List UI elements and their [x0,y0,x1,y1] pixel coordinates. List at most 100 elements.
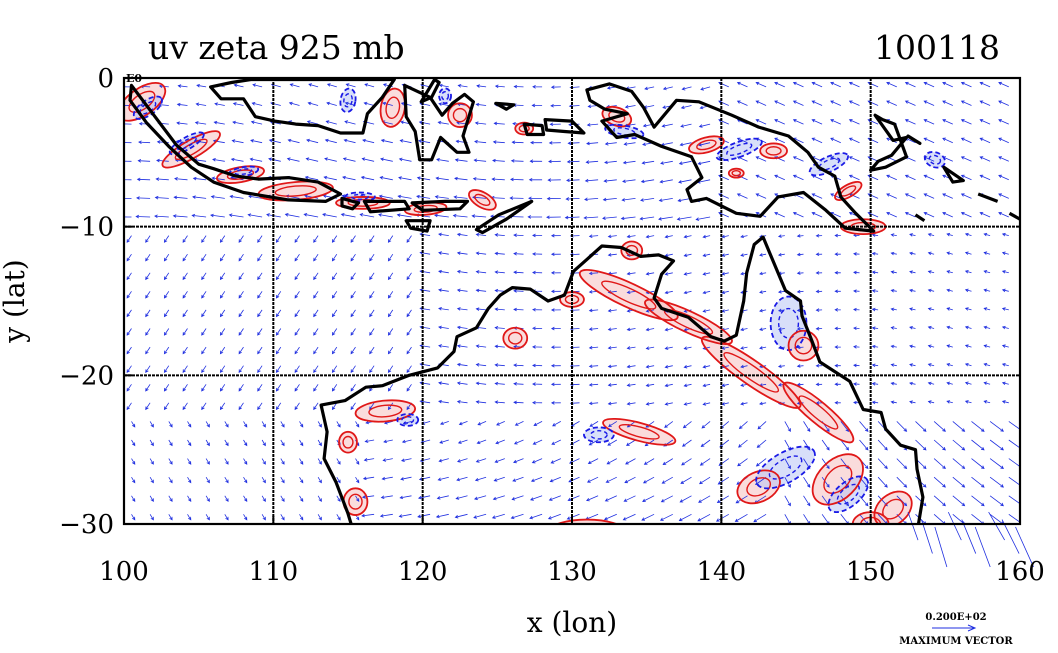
wind-vector-1065 [946,251,953,255]
wind-vector-409 [438,102,449,106]
wind-vector-968 [871,233,879,237]
wind-vector-897 [815,252,823,257]
wind-vector-1057 [942,100,953,106]
wind-vector-721 [680,105,692,110]
wind-vector-686 [645,346,655,350]
wind-vector-229 [294,328,300,336]
wind-vector-28 [137,159,151,163]
wind-vector-747 [698,142,711,147]
wind-vector-1102 [971,495,985,507]
wind-vector-185 [257,402,263,411]
wind-vector-827 [759,290,767,294]
wind-vector-1008 [904,81,916,88]
wind-vector-829 [759,327,767,331]
wind-vector-798 [736,193,748,199]
wind-vector-333 [362,476,375,481]
wind-vector-254 [313,346,319,355]
wind-vector-618 [589,421,599,427]
wind-vector-468 [475,307,487,311]
wind-vector-663 [626,364,636,369]
wind-vector-169 [251,102,263,106]
wind-vector-31 [135,214,151,219]
wind-vector-282 [336,421,341,428]
wind-vector-355 [383,439,393,444]
wind-vector-839 [753,513,767,523]
wind-vector-122 [213,120,225,125]
wind-vector-863 [784,514,791,524]
wind-vector-148 [230,157,244,162]
wind-vector-633 [607,253,617,257]
wind-vector-142 [224,495,229,503]
wind-vector-143 [224,514,229,521]
wind-vector-607 [583,216,599,220]
wind-vector-1148 [1008,458,1020,469]
wind-vector-386 [418,120,431,125]
vorticity-contour-outer-8 [344,191,376,203]
wind-vector-597 [568,476,580,483]
wind-vector-292 [342,157,356,162]
wind-vector-862 [784,495,791,507]
wind-vector-367 [396,213,412,218]
vorticity-fills [124,82,946,524]
wind-vector-1035 [923,137,935,144]
wind-vector-516 [513,307,524,312]
wind-vector-345 [387,253,394,262]
wind-vector-46 [149,495,154,503]
wind-vector-240 [308,83,319,88]
wind-vector-233 [294,402,300,411]
wind-vector-1043 [927,288,935,293]
wind-vector-702 [658,198,673,202]
wind-vector-805 [740,327,748,332]
wind-vector-1025 [909,400,916,404]
wind-vector-1109 [979,174,991,181]
wind-vector-855 [777,364,785,368]
wind-vector-756 [702,309,711,313]
wind-vector-1096 [964,381,972,385]
wind-vector-558 [546,196,561,201]
wind-vector-21 [131,476,136,484]
wind-vector-619 [588,439,599,446]
outflow-vector-5 [974,526,991,568]
wind-vector-242 [306,120,319,125]
wind-vector-2 [124,123,132,125]
wind-vector-1038 [923,193,935,199]
wind-vector-707 [664,290,673,295]
wind-vector-620 [587,458,599,464]
wind-vector-412 [436,158,449,162]
wind-vector-455 [454,513,468,519]
wind-vector-532 [529,159,543,163]
vorticity-contour-outer-36 [396,413,420,427]
wind-vector-927 [834,363,841,368]
plot-area [124,78,1020,524]
wind-vector-872 [796,234,804,238]
vorticity-contour-outer-46 [555,518,619,524]
wind-vector-920 [834,233,841,238]
wind-vector-53 [155,177,169,181]
wind-vector-951 [853,363,860,368]
wind-vector-818 [755,119,767,125]
wind-vector-467 [475,288,487,293]
wind-vector-105 [201,253,207,262]
vorticity-contour-outer-13 [447,102,473,128]
wind-vector-420 [438,307,449,311]
outflow-vector-3 [947,511,962,541]
wind-vector-383 [398,513,412,518]
wind-vector-96 [196,84,207,88]
wind-vector-1095 [964,363,972,367]
wind-vector-10 [126,272,132,281]
wind-vector-430 [436,495,449,500]
wind-vector-925 [834,326,841,331]
wind-vector-523 [513,439,524,445]
wind-vector-29 [136,177,151,182]
wind-vector-488 [494,233,505,237]
wind-vector-65 [163,402,170,411]
wind-vector-44 [149,458,154,465]
wind-vector-466 [475,270,487,274]
wind-vector-1103 [971,513,985,524]
wind-vector-43 [149,439,154,447]
wind-vector-759 [702,365,711,369]
wind-vector-1080 [960,81,972,88]
wind-vector-995 [890,289,897,293]
wind-vector-716 [662,458,674,466]
wind-vector-162 [243,421,248,428]
